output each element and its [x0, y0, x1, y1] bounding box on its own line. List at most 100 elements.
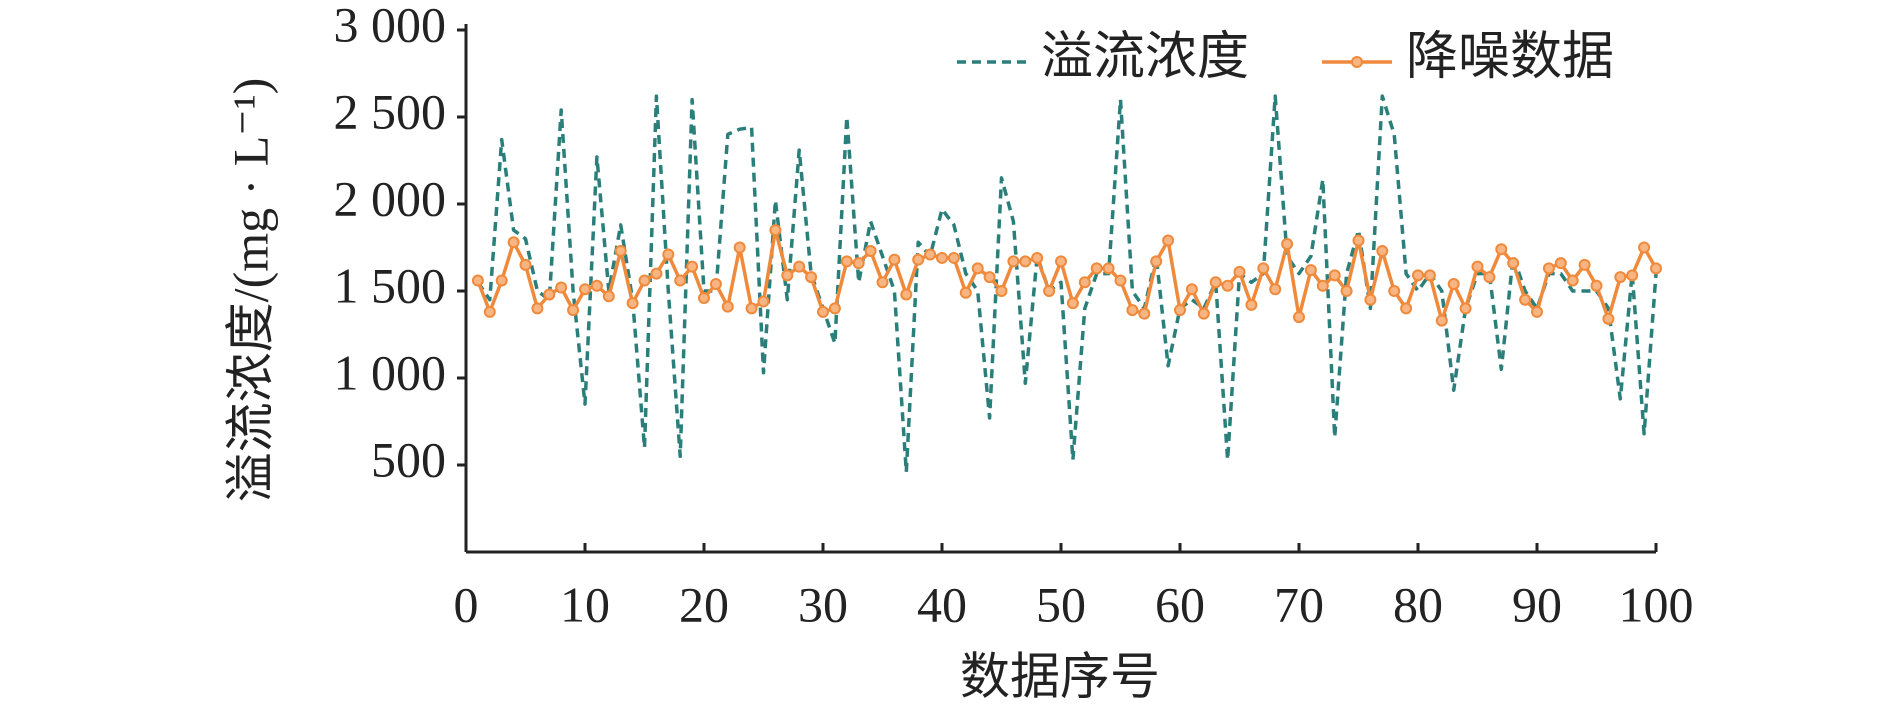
- data-point: [1328, 269, 1341, 282]
- data-point: [983, 271, 996, 284]
- data-point: [1257, 262, 1270, 275]
- data-point: [1162, 234, 1175, 247]
- data-point: [1554, 257, 1567, 270]
- y-tick-label: 1 500: [334, 257, 447, 313]
- data-point: [1316, 279, 1329, 292]
- data-point: [1566, 274, 1579, 287]
- data-point: [864, 244, 877, 257]
- data-point: [1519, 293, 1532, 306]
- data-point: [1281, 238, 1294, 251]
- data-line: [476, 228, 1658, 323]
- x-tick-label: 40: [917, 576, 967, 632]
- data-point: [840, 255, 853, 268]
- data-point: [1471, 260, 1484, 273]
- data-point: [1245, 298, 1258, 311]
- data-point: [1233, 265, 1246, 278]
- data-point: [733, 241, 746, 254]
- data-point: [531, 302, 544, 315]
- data-point: [686, 260, 699, 273]
- data-point: [757, 295, 770, 308]
- data-point: [1638, 241, 1651, 254]
- data-point: [959, 286, 972, 299]
- data-point: [1495, 243, 1508, 256]
- data-point: [1614, 271, 1627, 284]
- y-axis-label: 溢流浓度/(mg · L⁻¹): [222, 78, 278, 503]
- data-point: [1388, 285, 1401, 297]
- data-point: [1174, 304, 1186, 317]
- data-point: [709, 278, 722, 291]
- x-axis-label: 数据序号: [960, 648, 1160, 704]
- data-line: [476, 94, 1658, 474]
- data-point: [1031, 251, 1044, 264]
- data-point: [805, 271, 818, 284]
- data-point: [1150, 255, 1163, 268]
- data-point: [828, 302, 841, 315]
- data-point: [662, 248, 675, 261]
- x-tick-label: 20: [679, 576, 729, 632]
- data-point: [1376, 244, 1389, 257]
- data-point: [1364, 293, 1377, 306]
- data-point: [1352, 234, 1365, 247]
- data-point: [1531, 305, 1543, 318]
- data-point: [745, 302, 758, 315]
- data-point: [1542, 262, 1555, 275]
- data-point: [995, 285, 1008, 297]
- data-point: [495, 274, 508, 287]
- data-point: [590, 279, 603, 292]
- data-point: [1019, 255, 1032, 268]
- data-point: [769, 224, 782, 237]
- data-point: [1221, 279, 1234, 292]
- data-point: [781, 269, 794, 282]
- data-point: [876, 276, 889, 289]
- data-point: [1423, 269, 1436, 282]
- x-tick-label: 60: [1155, 576, 1205, 632]
- data-point: [1007, 255, 1020, 268]
- data-point: [519, 258, 532, 271]
- legend-label: 溢流浓度: [1041, 29, 1249, 86]
- data-point: [1126, 304, 1139, 317]
- data-point: [852, 257, 865, 270]
- x-tick-label: 70: [1274, 576, 1324, 632]
- data-point: [936, 251, 948, 264]
- data-point: [888, 253, 901, 266]
- data-point: [1185, 283, 1198, 296]
- data-point: [1114, 274, 1127, 287]
- data-point: [1138, 307, 1151, 320]
- y-tick-label: 3 000: [334, 0, 447, 52]
- data-point: [614, 244, 627, 257]
- x-tick-label: 50: [1036, 576, 1086, 632]
- data-point: [1578, 258, 1591, 271]
- data-point: [1209, 276, 1222, 289]
- data-point: [626, 297, 639, 310]
- data-point: [971, 262, 984, 275]
- y-tick-label: 2 000: [334, 170, 447, 226]
- y-tick-label: 2 500: [334, 83, 447, 139]
- data-point: [483, 305, 496, 318]
- data-point: [1590, 279, 1603, 292]
- data-point: [1459, 302, 1472, 315]
- y-tick-label: 1 000: [334, 344, 447, 400]
- data-point: [579, 283, 591, 296]
- x-tick-label: 10: [560, 576, 610, 632]
- data-point: [650, 267, 663, 280]
- data-point: [1447, 278, 1460, 291]
- data-point: [793, 260, 806, 273]
- x-tick-label: 100: [1619, 576, 1694, 632]
- data-point: [1293, 311, 1305, 324]
- data-point: [912, 253, 925, 266]
- data-point: [507, 236, 520, 249]
- data-point: [1400, 302, 1413, 315]
- legend-label: 降噪数据: [1406, 29, 1614, 86]
- x-tick-label: 0: [454, 576, 479, 632]
- data-point: [471, 274, 484, 287]
- data-point: [602, 290, 615, 303]
- x-tick-label: 30: [798, 576, 848, 632]
- data-point: [1650, 262, 1662, 275]
- data-point: [1078, 276, 1091, 289]
- data-point: [947, 251, 960, 264]
- data-point: [1340, 285, 1353, 297]
- data-point: [1269, 283, 1282, 296]
- data-point: [1102, 262, 1115, 275]
- data-point: [1043, 285, 1056, 297]
